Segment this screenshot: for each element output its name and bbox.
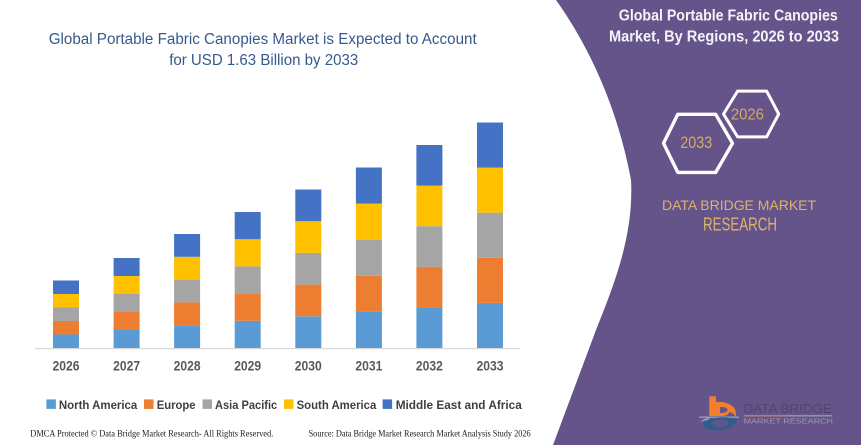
svg-text:2033: 2033 <box>680 134 712 152</box>
svg-text:Middle East and Africa: Middle East and Africa <box>396 398 522 412</box>
svg-text:2032: 2032 <box>416 358 443 373</box>
svg-text:2026: 2026 <box>53 358 80 373</box>
svg-text:South America: South America <box>297 398 377 412</box>
svg-text:2027: 2027 <box>113 358 140 373</box>
svg-text:Market, By Regions, 2026 to 20: Market, By Regions, 2026 to 2033 <box>609 28 839 45</box>
svg-text:for USD 1.63 Billion by 2033: for USD 1.63 Billion by 2033 <box>169 52 358 69</box>
svg-text:2026: 2026 <box>731 106 764 123</box>
svg-text:Global Portable Fabric Canopie: Global Portable Fabric Canopies <box>619 8 838 25</box>
svg-text:2029: 2029 <box>234 358 261 373</box>
svg-text:North America: North America <box>59 398 138 412</box>
svg-text:Asia Pacific: Asia Pacific <box>215 398 277 412</box>
svg-text:DATA BRIDGE: DATA BRIDGE <box>744 401 833 416</box>
svg-text:2033: 2033 <box>477 358 504 373</box>
svg-text:2031: 2031 <box>355 358 382 373</box>
svg-text:DATA BRIDGE MARKET: DATA BRIDGE MARKET <box>662 197 817 213</box>
svg-text:2028: 2028 <box>174 358 201 373</box>
svg-text:Europe: Europe <box>157 398 196 412</box>
svg-text:DMCA Protected © Data Bridge M: DMCA Protected © Data Bridge Market Rese… <box>30 429 273 440</box>
svg-text:MARKET RESEARCH: MARKET RESEARCH <box>744 419 833 426</box>
svg-text:Global Portable Fabric Canopie: Global Portable Fabric Canopies Market i… <box>49 31 478 48</box>
svg-text:2030: 2030 <box>295 358 322 373</box>
svg-text:Source: Data Bridge Market Res: Source: Data Bridge Market Research Mark… <box>309 430 531 440</box>
svg-text:RESEARCH: RESEARCH <box>703 213 777 234</box>
